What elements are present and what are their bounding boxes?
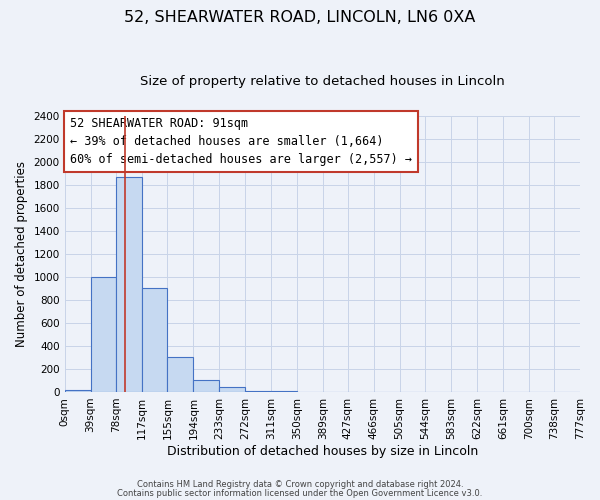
Text: Contains HM Land Registry data © Crown copyright and database right 2024.: Contains HM Land Registry data © Crown c… [137, 480, 463, 489]
Bar [116, 176, 142, 392]
Bar [193, 380, 219, 392]
Bar [65, 390, 91, 392]
Bar [91, 277, 116, 392]
Y-axis label: Number of detached properties: Number of detached properties [15, 161, 28, 347]
Bar [142, 288, 167, 392]
Bar [245, 391, 271, 392]
Title: Size of property relative to detached houses in Lincoln: Size of property relative to detached ho… [140, 75, 505, 88]
Text: 52 SHEARWATER ROAD: 91sqm
← 39% of detached houses are smaller (1,664)
60% of se: 52 SHEARWATER ROAD: 91sqm ← 39% of detac… [70, 117, 412, 166]
Bar [219, 388, 245, 392]
Bar [167, 358, 193, 392]
Text: 52, SHEARWATER ROAD, LINCOLN, LN6 0XA: 52, SHEARWATER ROAD, LINCOLN, LN6 0XA [124, 10, 476, 25]
Text: Contains public sector information licensed under the Open Government Licence v3: Contains public sector information licen… [118, 488, 482, 498]
X-axis label: Distribution of detached houses by size in Lincoln: Distribution of detached houses by size … [167, 444, 478, 458]
